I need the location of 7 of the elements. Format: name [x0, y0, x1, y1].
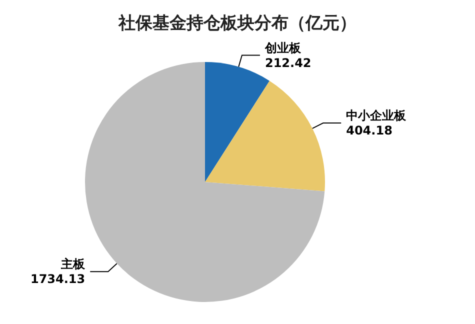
data-label: 1734.13 [30, 272, 86, 286]
data-label: 212.42 [264, 56, 312, 70]
data-label: 404.18 [346, 124, 392, 138]
chart-title: 社保基金持仓板块分布（亿元） [118, 14, 356, 34]
slice-label: 中小企业板 [346, 108, 408, 123]
slice-label: 创业板 [264, 40, 302, 55]
slice-label: 主板 [60, 257, 86, 272]
